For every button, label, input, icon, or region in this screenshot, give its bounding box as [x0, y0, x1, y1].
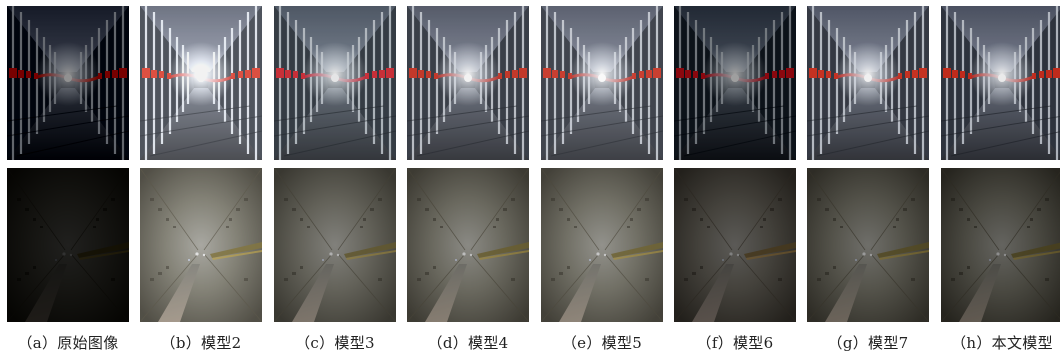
panel-column-8	[941, 6, 1060, 330]
panel-column-1	[7, 6, 129, 330]
panel-caption: （f）模型6	[696, 334, 774, 352]
tunnel-bottom-image	[407, 168, 529, 322]
tunnel-top-image	[140, 6, 262, 160]
tunnel-top-image	[674, 6, 796, 160]
panel-column-5	[541, 6, 663, 330]
panel-caption: （g）模型7	[827, 334, 909, 352]
panel-caption: （b）模型2	[160, 334, 242, 352]
tunnel-top-image	[541, 6, 663, 160]
tunnel-bottom-image	[941, 168, 1060, 322]
tunnel-bottom-image	[807, 168, 929, 322]
panel-caption: （h）本文模型	[951, 334, 1053, 352]
panel-column-7	[807, 6, 929, 330]
tunnel-bottom-image	[7, 168, 129, 322]
panel-column-4	[407, 6, 529, 330]
panel-caption: （d）模型4	[427, 334, 509, 352]
tunnel-top-image	[407, 6, 529, 160]
tunnel-top-image	[274, 6, 396, 160]
panel-column-6	[674, 6, 796, 330]
tunnel-top-image	[941, 6, 1060, 160]
tunnel-bottom-image	[541, 168, 663, 322]
tunnel-top-image	[7, 6, 129, 160]
panel-caption: （e）模型5	[561, 334, 643, 352]
panel-caption: （c）模型3	[295, 334, 375, 352]
panel-caption: （a）原始图像	[17, 334, 119, 352]
panel-column-3	[274, 6, 396, 330]
panel-column-2	[140, 6, 262, 330]
tunnel-bottom-image	[674, 168, 796, 322]
tunnel-bottom-image	[274, 168, 396, 322]
tunnel-top-image	[807, 6, 929, 160]
tunnel-bottom-image	[140, 168, 262, 322]
